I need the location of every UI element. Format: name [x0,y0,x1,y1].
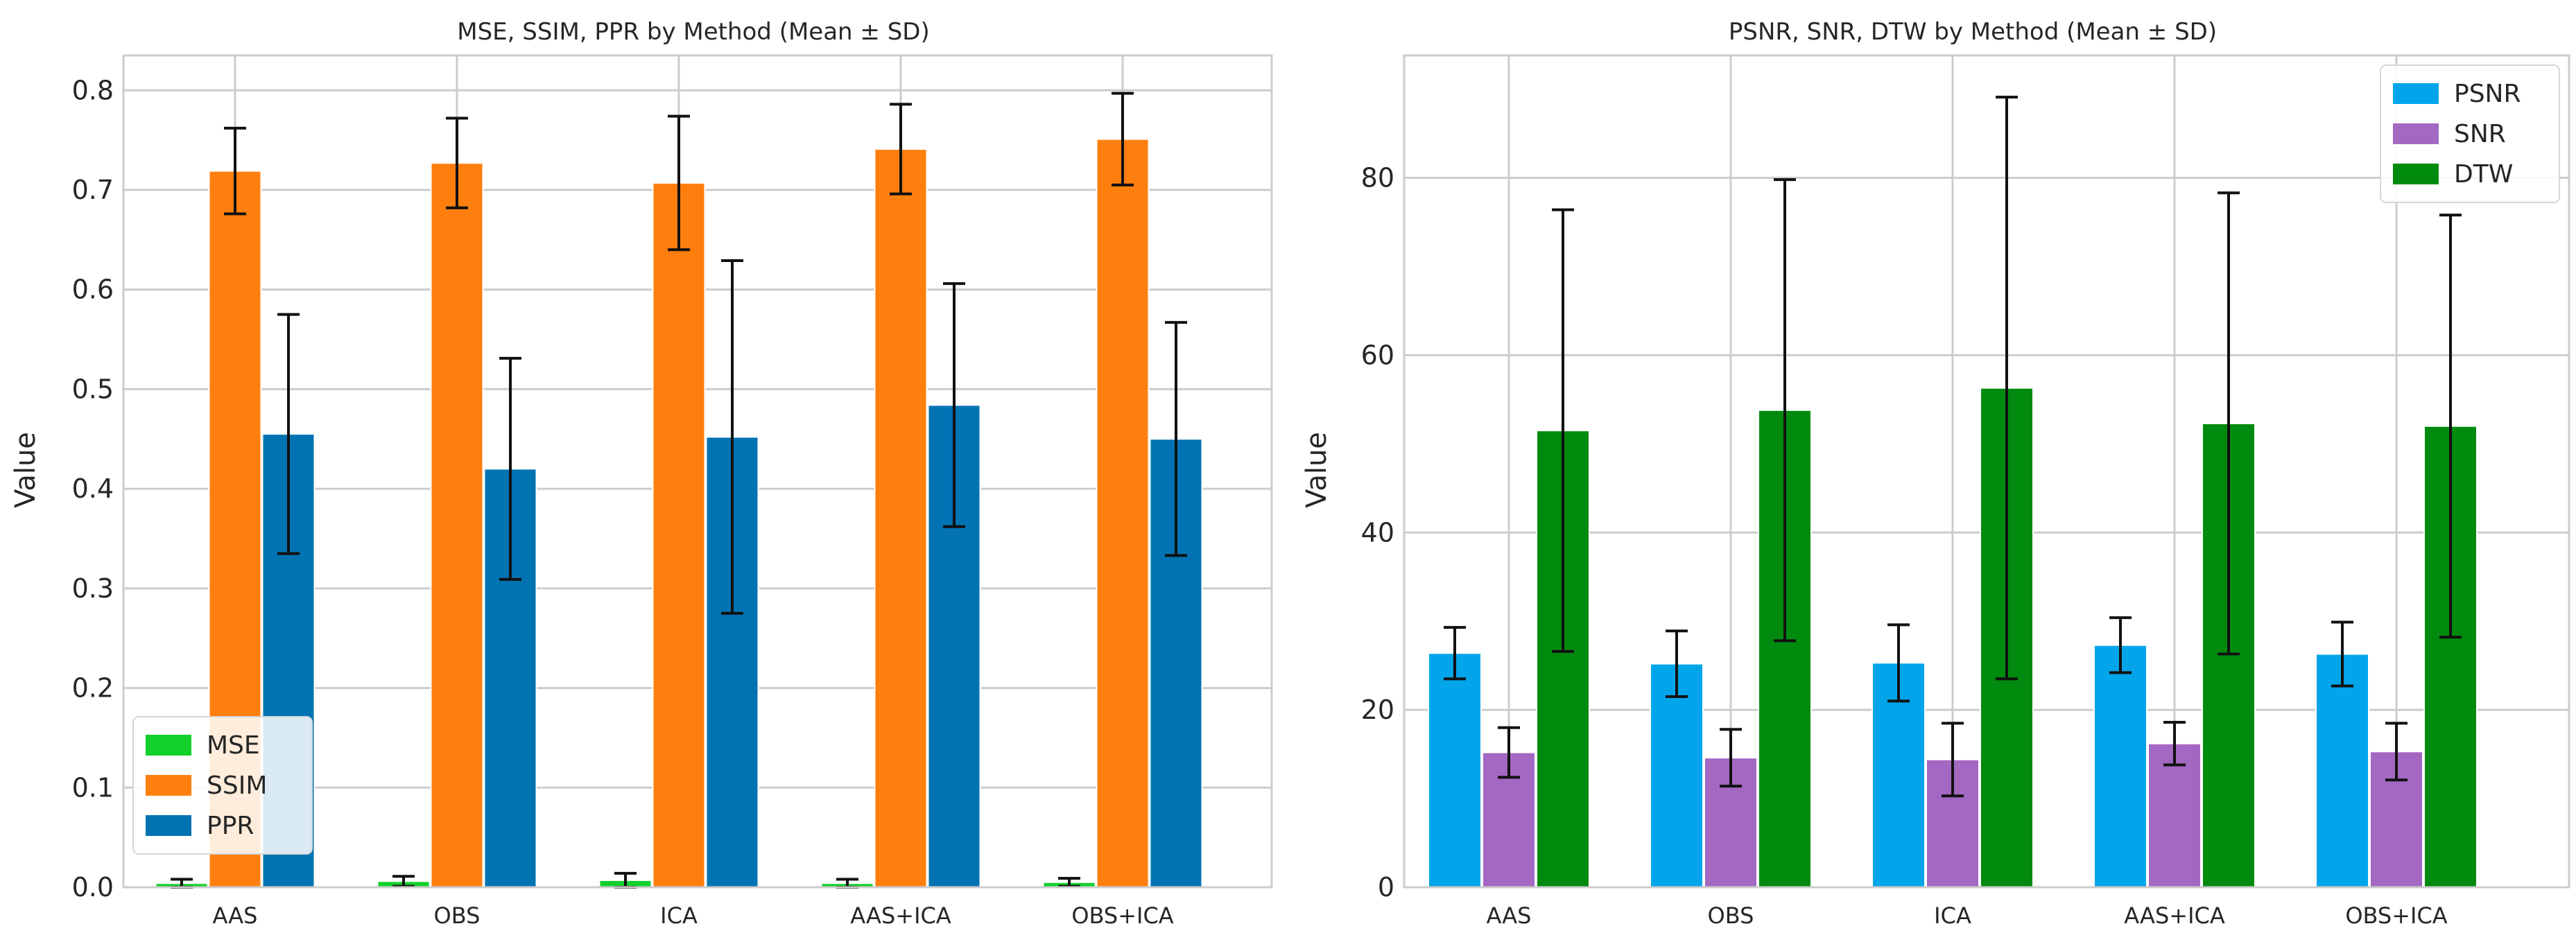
plot-frame [122,54,1273,889]
y-tick-label: 0.1 [72,772,114,803]
bar-psnr [1650,663,1704,888]
y-axis-label: Value [1301,432,1333,508]
y-tick-label: 0 [1378,872,1394,902]
y-tick-label: 0.7 [72,175,114,205]
bar-ssim [874,148,928,888]
y-tick-label: 20 [1361,695,1394,725]
bar-ssim [1096,138,1150,889]
legend-label: PSNR [2454,80,2521,108]
bar-snr [2147,742,2202,888]
plot-frame [1403,54,2570,889]
x-tick-label: OBS+ICA [1071,902,1173,929]
x-tick-label: ICA [660,902,698,929]
x-tick-label: ICA [1934,902,1971,929]
x-tick-labels: AAS OBS ICA AAS+ICA OBS+ICA [213,902,1174,929]
legend-label: SSIM [207,771,267,800]
legend-swatch [146,815,191,836]
y-tick-label: 40 [1361,517,1394,548]
legend-swatch [146,735,191,756]
legend-swatch [2393,164,2439,184]
x-tick-label: OBS [1708,902,1754,929]
legend: MSE SSIM PPR [132,716,313,855]
bar-psnr [1428,652,1482,888]
legend: PSNR SNR DTW [2380,64,2560,203]
legend-swatch [2393,83,2439,104]
y-tick-label: 60 [1361,340,1394,370]
chart-title: MSE, SSIM, PPR by Method (Mean ± SD) [457,18,929,46]
bar-psnr [2315,653,2369,888]
legend-label: SNR [2454,120,2506,148]
chart-title: PSNR, SNR, DTW by Method (Mean ± SD) [1729,18,2217,46]
legend-swatch [146,775,191,796]
x-tick-label: AAS [213,902,258,929]
y-axis-label: Value [10,432,42,508]
x-tick-label: OBS+ICA [2345,902,2447,929]
x-tick-label: AAS+ICA [850,902,951,929]
bar-ssim [430,162,484,888]
y-tick-label: 0.8 [72,75,114,105]
y-tick-label: 0.0 [72,872,114,902]
legend-label: PPR [207,812,254,840]
y-tick-label: 0.5 [72,374,114,404]
bar-ssim [652,182,706,888]
legend-label: MSE [207,731,260,760]
legend-label: DTW [2454,160,2513,189]
error-bars [1444,96,2462,798]
x-tick-labels: AAS OBS ICA AAS+ICA OBS+ICA [1487,902,2448,929]
bar-psnr [2093,644,2147,888]
y-tick-labels: 0.0 0.1 0.2 0.3 0.4 0.5 0.6 0.7 0.8 [72,75,114,902]
x-tick-label: AAS+ICA [2124,902,2225,929]
y-tick-label: 0.3 [72,573,114,604]
chart-right: PSNR, SNR, DTW by Method (Mean ± SD) Val… [1301,18,2570,929]
legend-swatch [2393,123,2439,144]
y-tick-label: 0.2 [72,673,114,704]
y-tick-label: 0.6 [72,274,114,305]
y-tick-label: 0.4 [72,473,114,504]
y-tick-label: 80 [1361,163,1394,193]
x-tick-label: OBS [434,902,481,929]
x-tick-label: AAS [1487,902,1532,929]
y-tick-labels: 0 20 40 60 80 [1361,163,1394,902]
chart-left: MSE, SSIM, PPR by Method (Mean ± SD) Val… [10,18,1273,929]
